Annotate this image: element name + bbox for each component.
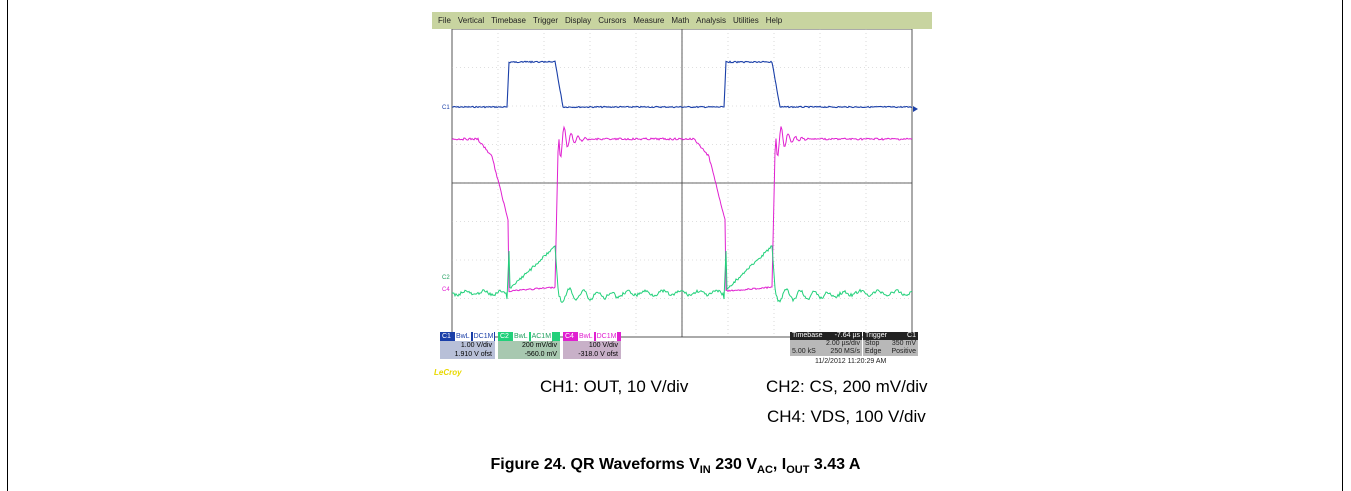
c2-offset: -560.0 mV <box>524 351 557 358</box>
trigger-slope: Positive <box>891 348 916 355</box>
trigger-type: Edge <box>865 348 882 355</box>
frame-left-border <box>7 0 8 491</box>
menu-cursors[interactable]: Cursors <box>598 16 627 25</box>
frame-right-border <box>1342 0 1343 491</box>
c1-tag1: BwL <box>454 332 471 341</box>
timebase-delay: -7.64 µs <box>834 332 860 339</box>
lecroy-logo: LeCroy <box>434 368 462 377</box>
c1-tag2: DC1M <box>472 332 495 341</box>
oscilloscope-screenshot: File Vertical Timebase Trigger Display C… <box>432 12 932 377</box>
menu-trigger[interactable]: Trigger <box>532 16 558 25</box>
menu-timebase[interactable]: Timebase <box>491 16 526 25</box>
menu-help[interactable]: Help <box>765 16 783 25</box>
c4-tag2: DC1M <box>595 332 618 341</box>
c1-id: C1 <box>442 333 451 340</box>
legend-ch2: CH2: CS, 200 mV/div <box>766 377 928 396</box>
caption-i: , I <box>772 456 787 473</box>
c4-tag1: BwL <box>577 332 594 341</box>
trace-c4 <box>451 125 913 293</box>
c2-id: C2 <box>500 333 509 340</box>
trigger-level: 350 mV <box>891 340 916 347</box>
waveform-display: C1 C2 C4 <box>442 29 918 341</box>
trigger-box[interactable]: Trigger C1 Stop 350 mV Edge Positive <box>863 332 918 356</box>
menu-utilities[interactable]: Utilities <box>732 16 759 25</box>
trace-c2 <box>452 245 913 304</box>
menu-math[interactable]: Math <box>671 16 690 25</box>
timebase-box[interactable]: Timebase -7.64 µs 2.00 µs/div 5.00 kS 25… <box>790 332 862 356</box>
c2-tag2: AC1M <box>530 332 553 341</box>
c1-vdiv: 1.00 V/div <box>460 342 492 349</box>
caption-vac: 230 V <box>710 456 758 473</box>
c1-offset: 1.910 V ofst <box>454 351 492 358</box>
caption-sub-in: IN <box>699 464 711 477</box>
traces <box>451 60 913 304</box>
c4-vdiv: 100 V/div <box>588 342 618 349</box>
channel-c4-box[interactable]: C4 BwL DC1M 100 V/div -318.0 V ofst <box>563 332 621 359</box>
c2-tag1: BwL <box>512 332 529 341</box>
trace-label-c2: C2 <box>442 275 450 281</box>
c2-vdiv: 200 mV/div <box>521 342 557 349</box>
capture-timestamp: 11/2/2012 11:20:29 AM <box>815 358 887 365</box>
timebase-samples: 5.00 kS <box>792 348 816 355</box>
caption-current: 3.43 A <box>809 456 861 473</box>
caption-sub-out: OUT <box>786 464 810 477</box>
scope-menu-bar: File Vertical Timebase Trigger Display C… <box>432 12 932 29</box>
menu-measure[interactable]: Measure <box>633 16 665 25</box>
figure-caption: Figure 24. QR Waveforms VIN 230 VAC, IOU… <box>0 456 1351 476</box>
c4-offset: -318.0 V ofst <box>578 351 618 358</box>
menu-vertical[interactable]: Vertical <box>457 16 485 25</box>
timebase-label: Timebase <box>792 332 823 339</box>
legend-ch4: CH4: VDS, 100 V/div <box>767 407 926 426</box>
caption-sub-ac: AC <box>757 464 773 477</box>
menu-display[interactable]: Display <box>565 16 592 25</box>
grid <box>452 29 912 337</box>
trigger-level-marker <box>913 106 918 112</box>
trigger-label: Trigger <box>865 332 887 339</box>
trace-label-c4: C4 <box>442 287 450 293</box>
trace-label-c1: C1 <box>442 105 450 111</box>
timebase-div: 2.00 µs/div <box>826 340 860 347</box>
trigger-source: C1 <box>907 332 916 339</box>
c4-id: C4 <box>565 333 574 340</box>
caption-prefix: Figure 24. QR Waveforms V <box>490 456 700 473</box>
timebase-rate: 250 MS/s <box>830 348 860 355</box>
menu-analysis[interactable]: Analysis <box>696 16 726 25</box>
channel-c1-box[interactable]: C1 BwL DC1M 1.00 V/div 1.910 V ofst <box>440 332 495 359</box>
channel-c2-box[interactable]: C2 BwL AC1M 200 mV/div -560.0 mV <box>498 332 560 359</box>
legend-ch1: CH1: OUT, 10 V/div <box>540 377 689 396</box>
menu-file[interactable]: File <box>438 16 451 25</box>
trace-c1 <box>451 60 912 109</box>
trigger-mode: Stop <box>865 340 880 347</box>
